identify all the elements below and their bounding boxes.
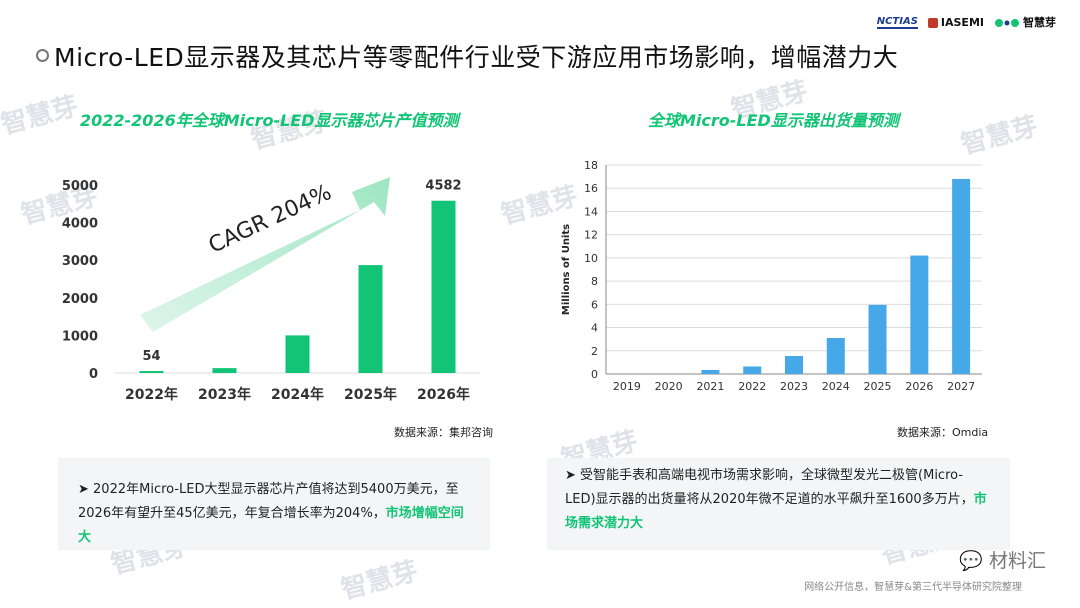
nctias-logo: NCTIAS [876, 15, 918, 29]
bar [701, 369, 720, 374]
y-tick-label: 2 [591, 345, 598, 358]
y-axis-label: Millions of Units [561, 224, 572, 315]
left-source: 数据来源：集邦咨询 [394, 426, 493, 439]
x-tick-label: 2022年 [125, 386, 178, 403]
left-summary-highlight: 市场增幅空间大 [78, 506, 464, 545]
bar [952, 178, 971, 374]
y-tick-label: 12 [584, 229, 598, 242]
bar [285, 335, 310, 373]
x-tick-label: 2024年 [271, 386, 324, 403]
y-tick-label: 16 [584, 182, 598, 195]
footer-note: 网络公开信息，智慧芽&第三代半导体研究院整理 [804, 582, 1022, 593]
x-tick-label: 2026 [905, 380, 933, 393]
cagr-arrow [140, 177, 390, 332]
y-tick-label: 14 [584, 205, 598, 218]
title-bullet-icon [36, 49, 49, 62]
bar [785, 356, 803, 374]
right-summary-box: ➤ 受智能手表和高端电视市场需求影响，全球微型发光二极管(Micro-LED)显… [547, 458, 1010, 550]
y-tick-label: 4 [591, 322, 598, 335]
watermark: 智慧芽 [338, 556, 422, 606]
x-tick-label: 2024 [822, 380, 850, 393]
zhf-logo-text: 智慧芽 [1023, 16, 1056, 29]
y-tick-label: 2000 [62, 292, 98, 307]
bullet-arrow-icon: ➤ [565, 468, 581, 483]
bar [910, 255, 929, 374]
y-tick-label: 3000 [62, 254, 98, 269]
y-tick-label: 6 [591, 298, 598, 311]
bar [139, 370, 164, 373]
x-tick-label: 2020 [655, 380, 683, 393]
right-source: 数据来源：Omdia [897, 426, 989, 439]
bar [826, 338, 845, 374]
bar [868, 304, 887, 374]
y-tick-label: 4000 [62, 217, 98, 232]
bullet-arrow-icon: ➤ [78, 482, 94, 497]
iasemi-logo: IASEMI [927, 15, 984, 29]
y-tick-label: 0 [591, 368, 598, 381]
y-tick-label: 1000 [62, 329, 98, 344]
iasemi-logo-text: IASEMI [940, 15, 984, 29]
iasemi-mark-icon [927, 17, 938, 28]
zhf-logo: 智慧芽 [994, 14, 1056, 30]
y-tick-label: 8 [591, 275, 598, 288]
header-logos: NCTIAS IASEMI 智慧芽 [876, 14, 1056, 30]
right-summary-text: ➤ 受智能手表和高端电视市场需求影响，全球微型发光二极管(Micro-LED)显… [547, 458, 1010, 536]
data-label: 54 [142, 349, 160, 364]
y-tick-label: 18 [584, 159, 598, 172]
left-summary-box: ➤ 2022年Micro-LED大型显示器芯片产值将达到5400万美元，至202… [58, 458, 490, 550]
x-tick-label: 2023 [780, 380, 808, 393]
bar [358, 265, 383, 373]
data-label: 4582 [425, 179, 461, 194]
right-chart: 0 2 4 6 8 10 12 14 16 18 Millions of Units 2019 2020… [561, 159, 982, 393]
brand-name: 材料汇 [988, 550, 1046, 572]
y-tick-label: 10 [584, 252, 598, 265]
x-tick-label: 2021 [696, 380, 724, 393]
x-tick-label: 2023年 [198, 386, 251, 403]
left-summary-text: ➤ 2022年Micro-LED大型显示器芯片产值将达到5400万美元，至202… [58, 458, 490, 550]
right-summary-main: 受智能手表和高端电视市场需求影响，全球微型发光二极管(Micro-LED)显示器… [565, 468, 974, 507]
x-tick-label: 2025年 [344, 386, 397, 403]
bar [212, 368, 237, 373]
bar [431, 200, 456, 373]
y-tick-label: 5000 [62, 179, 98, 194]
left-summary-main: 2022年Micro-LED大型显示器芯片产值将达到5400万美元，至2026年… [78, 482, 459, 521]
x-tick-label: 2022 [738, 380, 766, 393]
x-tick-label: 2019 [613, 380, 641, 393]
bar [743, 366, 762, 374]
zhf-dots-icon [995, 19, 1019, 27]
right-chart-subtitle: 全球Micro-LED显示器出货量预测 [648, 111, 899, 130]
brand-mark: 💬 材料汇 [959, 550, 1046, 572]
right-summary-highlight: 市场需求潜力大 [565, 492, 987, 531]
page-title: Micro-LED显示器及其芯片等零配件行业受下游应用市场影响，增幅潜力大 [54, 43, 899, 72]
y-tick-label: 0 [89, 367, 98, 382]
watermark: 智慧芽 [0, 91, 82, 141]
left-chart-subtitle: 2022-2026年全球Micro-LED显示器芯片产值预测 [80, 111, 459, 130]
left-chart: 0 1000 2000 3000 4000 5000 2022年 54 2023年 2024年 20… [62, 177, 480, 403]
x-tick-label: 2025 [864, 380, 892, 393]
x-tick-label: 2026年 [417, 386, 470, 403]
x-tick-label: 2027 [947, 380, 975, 393]
